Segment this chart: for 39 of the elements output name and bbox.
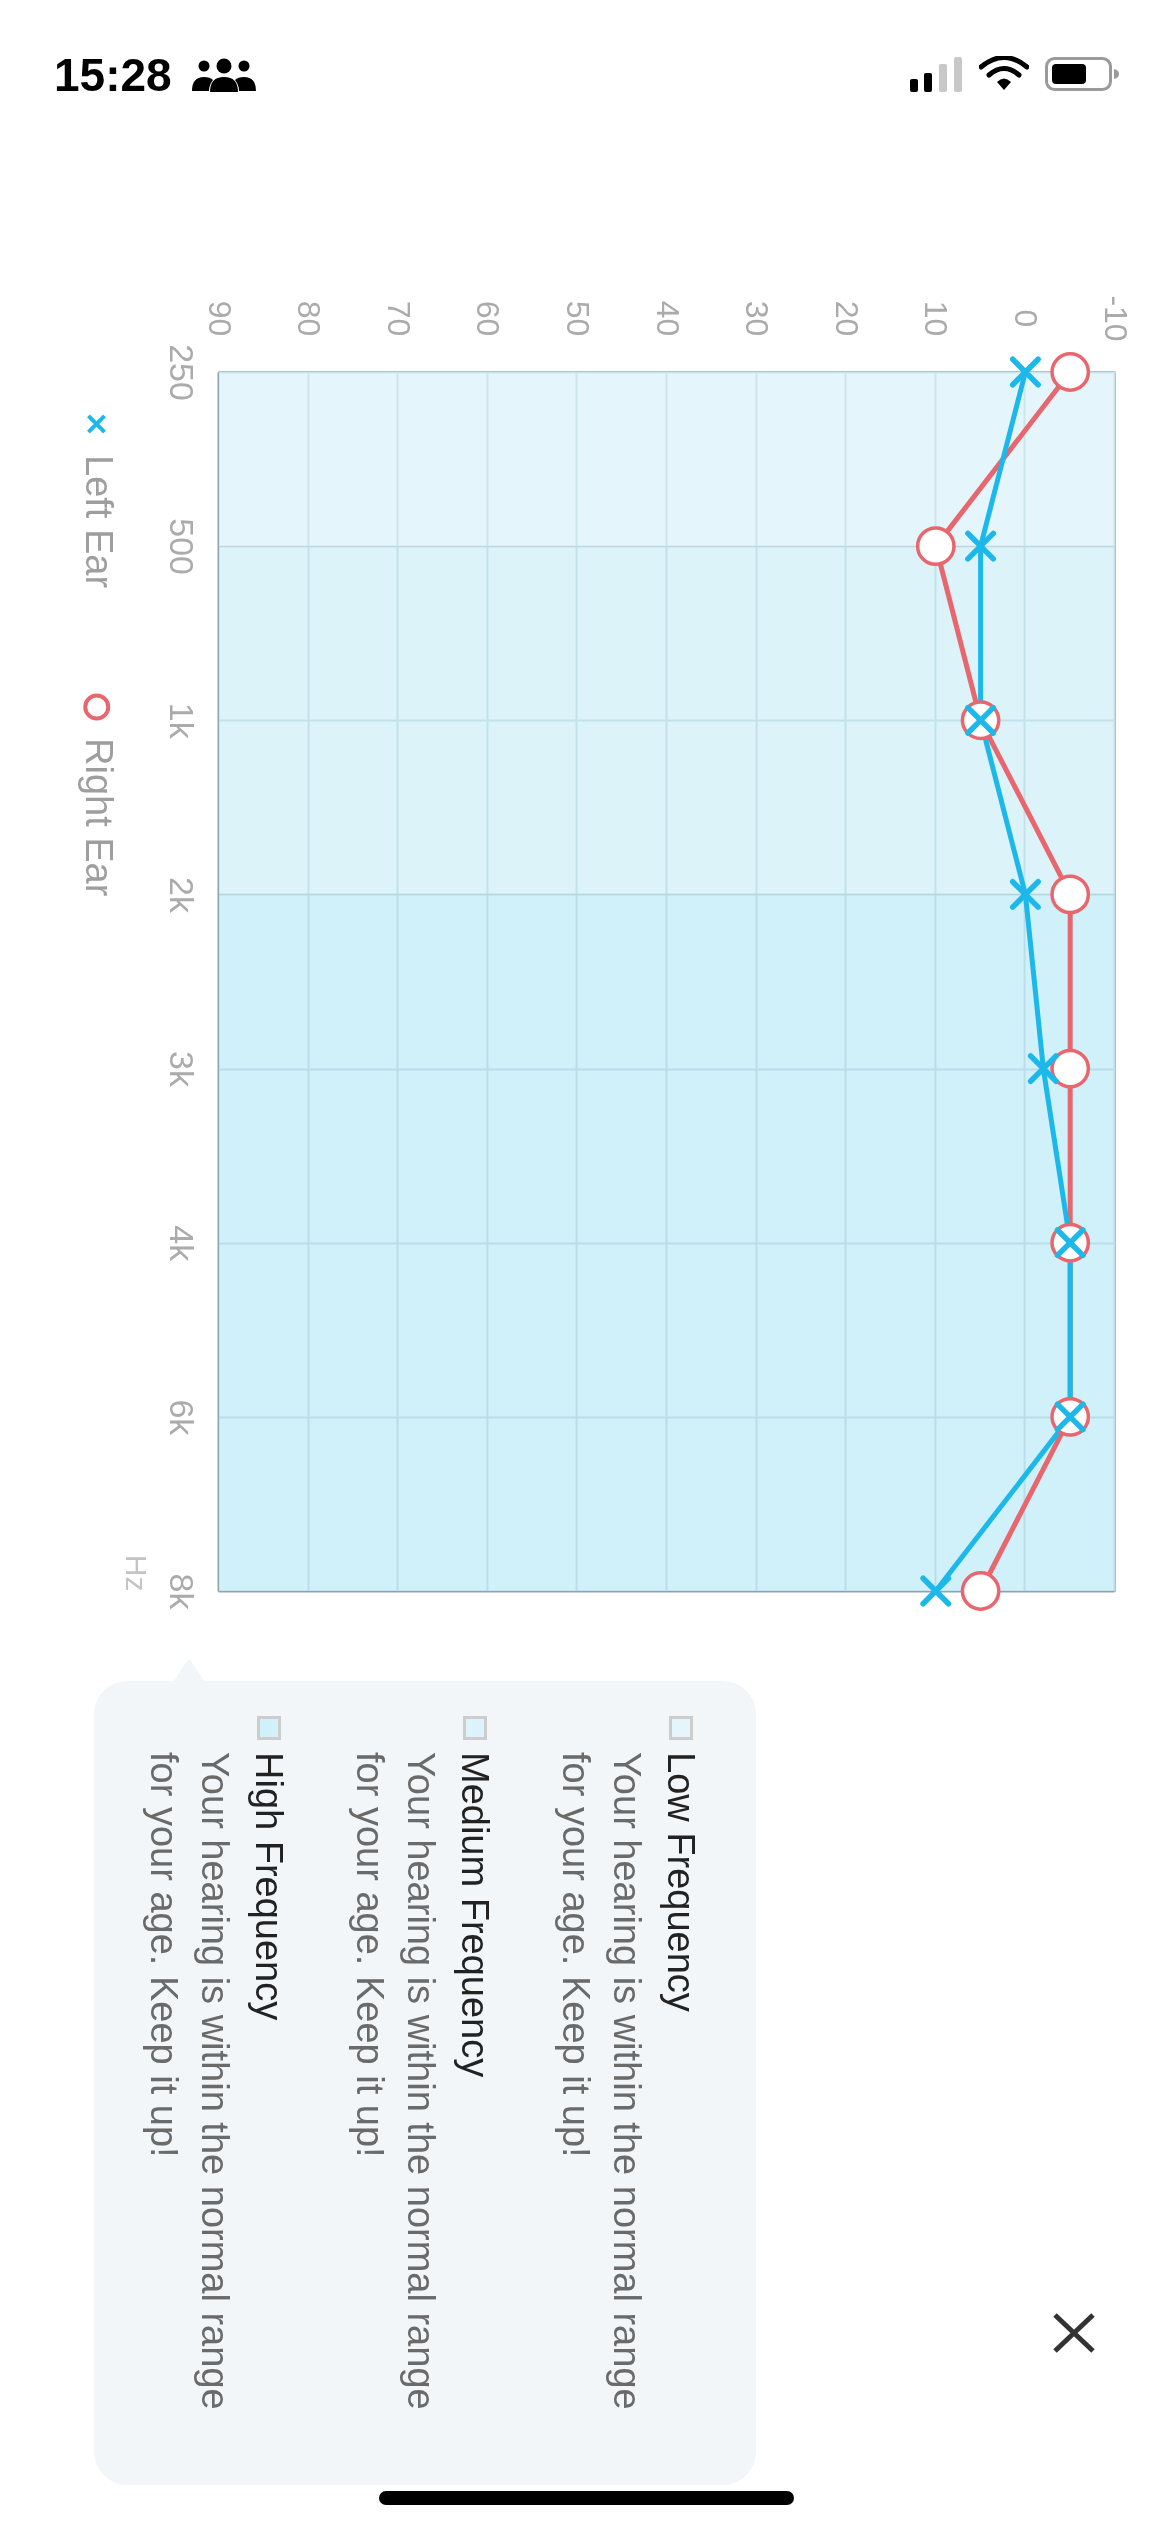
text: Your hearing is within the normal range for your age. Keep it up! xyxy=(555,1752,648,2410)
point xyxy=(960,1571,1001,1611)
legend-label: Left Ear xyxy=(77,455,120,589)
y-tick-label: 6k xyxy=(162,1399,201,1437)
point xyxy=(1009,356,1041,388)
y-tick-label: 500 xyxy=(162,518,201,576)
point xyxy=(965,530,997,562)
point xyxy=(920,1575,952,1607)
point xyxy=(1050,1048,1091,1089)
x-tick-label: 60 xyxy=(470,300,507,337)
point xyxy=(915,526,956,567)
y-axis-title: Hz xyxy=(119,1554,153,1592)
legend-label: Low Frequency xyxy=(660,1752,702,2012)
y-tick-label: 8k xyxy=(162,1573,201,1611)
y-tick-label: 2k xyxy=(162,876,201,914)
x-tick-label: 80 xyxy=(291,300,328,337)
point xyxy=(1027,1053,1059,1085)
x-tick-label: -10 xyxy=(1097,295,1134,342)
x-tick-label: 30 xyxy=(739,300,776,337)
point xyxy=(1009,878,1041,910)
y-tick-label: 250 xyxy=(162,344,201,401)
y-tick-label: 4k xyxy=(162,1225,201,1263)
text: Your hearing is within the normal range for your age. Keep it up! xyxy=(143,1752,236,2410)
text: Your hearing is within the normal range for your age. Keep it up! xyxy=(349,1752,442,2410)
x-tick-label: 10 xyxy=(918,300,955,337)
x-tick-label: 20 xyxy=(828,300,865,337)
y-tick-label: 1k xyxy=(162,702,201,740)
legend-label: Medium Frequency xyxy=(454,1752,496,2078)
x-tick-label: 70 xyxy=(380,300,417,337)
x-tick-label: 40 xyxy=(649,300,686,337)
point xyxy=(1050,874,1091,915)
x-tick-label: 90 xyxy=(201,300,238,337)
x-tick-label: 0 xyxy=(1007,309,1044,328)
text: 15:28 xyxy=(54,49,172,101)
legend-label: High Frequency xyxy=(248,1752,290,2021)
x-tick-label: 50 xyxy=(559,300,596,337)
legend-label: Right Ear xyxy=(77,738,120,897)
point xyxy=(1050,352,1091,392)
y-tick-label: 3k xyxy=(162,1051,201,1089)
